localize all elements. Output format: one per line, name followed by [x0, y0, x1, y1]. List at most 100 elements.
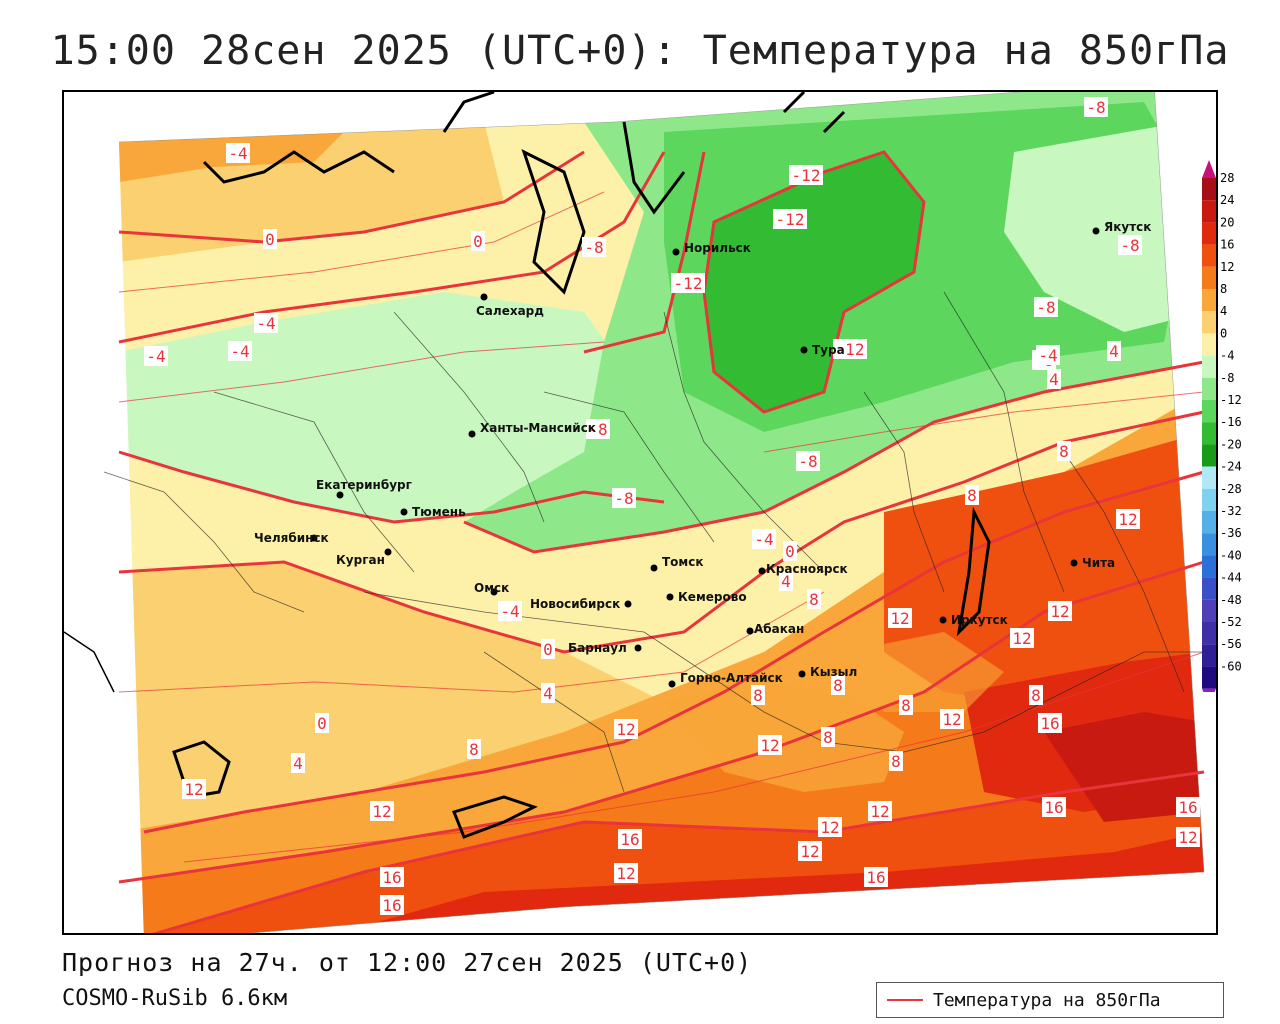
isotherm-label: 4 — [543, 684, 553, 703]
colorbar-tick-label: -24 — [1220, 460, 1242, 474]
isotherm-label-box — [370, 801, 394, 821]
city-name: Новосибирск — [530, 597, 620, 611]
isotherm-label-box — [899, 695, 913, 715]
isotherm-label-box — [888, 608, 912, 628]
city-name: Кемерово — [678, 590, 747, 604]
city-name: Екатеринбург — [316, 478, 412, 492]
isotherm-label-box — [1057, 441, 1071, 461]
isotherm-label-box — [582, 237, 606, 257]
colorbar-tick-label: -32 — [1220, 504, 1242, 518]
colorbar-tick-label: 12 — [1220, 260, 1234, 274]
colorbar-swatch — [1202, 622, 1216, 645]
colorbar-tick-label: -56 — [1220, 637, 1242, 651]
isotherm-label-box — [1048, 601, 1072, 621]
colorbar-tick-label: -40 — [1220, 548, 1242, 562]
city-dot — [480, 293, 488, 301]
isotherm-label-box — [144, 346, 168, 366]
isotherm-label-box — [498, 601, 522, 621]
city-name: Кызыл — [810, 665, 857, 679]
isotherm-label-box — [1042, 797, 1066, 817]
city-dot — [624, 600, 632, 608]
city-dot — [1070, 559, 1078, 567]
city-dot — [668, 680, 676, 688]
isotherm-label-box — [965, 485, 979, 505]
isotherm-label: 16 — [1044, 798, 1063, 817]
isotherm-label-box — [1176, 797, 1200, 817]
isotherm-label-box — [541, 683, 555, 703]
colorbar-tick-label: 0 — [1220, 326, 1227, 340]
colorbar-swatch — [1202, 244, 1216, 267]
colorbar-tick-label: 16 — [1220, 238, 1234, 252]
isotherm-label: 4 — [1109, 342, 1119, 361]
city-markers: Норильск Тура Якутск Салехард Ханты-Мансийск… — [254, 220, 1151, 688]
colorbar-tick-label: -8 — [1220, 371, 1234, 385]
map-legend: Температура на 850гПа — [876, 982, 1224, 1018]
isotherm-label-box — [940, 709, 964, 729]
city-dot — [666, 593, 674, 601]
isotherm-label-box — [864, 867, 888, 887]
city-dot — [336, 491, 344, 499]
legend-line-swatch — [887, 999, 923, 1001]
colorbar-tick-label: -48 — [1220, 593, 1242, 607]
colorbar-swatch — [1202, 511, 1216, 534]
temperature-fill — [119, 92, 1204, 933]
isotherm-label: -8 — [614, 489, 633, 508]
colorbar-tick-label: 28 — [1220, 171, 1234, 185]
isotherm-label-box — [228, 341, 252, 361]
city-name: Ханты-Мансийск — [480, 421, 596, 435]
isotherm-label: -8 — [1120, 236, 1139, 255]
city-dot — [672, 248, 680, 256]
colorbar-tick-label: 24 — [1220, 193, 1234, 207]
city-dot — [800, 346, 808, 354]
isotherm-label-box — [1034, 297, 1058, 317]
isotherm-label: 0 — [543, 640, 553, 659]
isotherm-label: 4 — [781, 572, 791, 591]
isotherm-label-box — [380, 895, 404, 915]
isotherm-label-box — [773, 209, 807, 229]
isotherm-label: -4 — [500, 602, 519, 621]
isotherm-label-box — [1029, 685, 1043, 705]
colorbar-swatch — [1202, 488, 1216, 511]
colorbar-min-arrow — [1202, 688, 1216, 692]
isotherm-label: 16 — [382, 896, 401, 915]
isotherm-label-box — [291, 753, 305, 773]
isotherm-label: 0 — [317, 714, 327, 733]
isotherm-label-box — [779, 571, 793, 591]
isotherm-label: -12 — [792, 166, 821, 185]
isotherm-label-box — [254, 313, 278, 333]
isotherm-label: -12 — [674, 274, 703, 293]
colorbar-tick-label: -28 — [1220, 482, 1242, 496]
isotherm-label: 4 — [1049, 370, 1059, 389]
city-dot — [798, 670, 806, 678]
isotherm-label-box — [1118, 235, 1142, 255]
isotherm-label: 4 — [293, 754, 303, 773]
isotherm-label-box — [818, 817, 842, 837]
isotherm-label: -8 — [588, 420, 607, 439]
isotherm-label: 8 — [1059, 442, 1069, 461]
colorbar-swatch — [1202, 333, 1216, 356]
temperature-map[interactable]: -12-12-12-12-8-8-8-8-8-8-8-8-4-4-4-4-4-4… — [62, 90, 1218, 935]
city-name: Абакан — [754, 622, 804, 636]
colorbar-tick-label: 4 — [1220, 304, 1227, 318]
isotherm-label-box — [783, 541, 797, 561]
legend-label: Температура на 850гПа — [933, 989, 1161, 1011]
isotherm-label-box — [467, 739, 481, 759]
model-info: COSMO-RuSib 6.6км — [62, 986, 288, 1011]
isotherm-label: -8 — [798, 452, 817, 471]
isotherm-label-box — [833, 339, 867, 359]
city-dot — [468, 430, 476, 438]
isotherm-label: 12 — [372, 802, 391, 821]
isotherm-label: 12 — [1178, 828, 1197, 847]
isotherm-label-box — [541, 639, 555, 659]
isotherm-label: 8 — [753, 686, 763, 705]
city-name: Челябинск — [254, 531, 329, 545]
isotherm-label: 8 — [809, 590, 819, 609]
isotherm-label: 12 — [870, 802, 889, 821]
colorbar-swatch — [1202, 555, 1216, 578]
city-dot — [400, 508, 408, 516]
isotherm-label: 8 — [901, 696, 911, 715]
isotherm-label: 8 — [823, 728, 833, 747]
region-borders — [103, 291, 1204, 793]
isotherm-label: 16 — [620, 830, 639, 849]
isotherm-label: 8 — [967, 486, 977, 505]
